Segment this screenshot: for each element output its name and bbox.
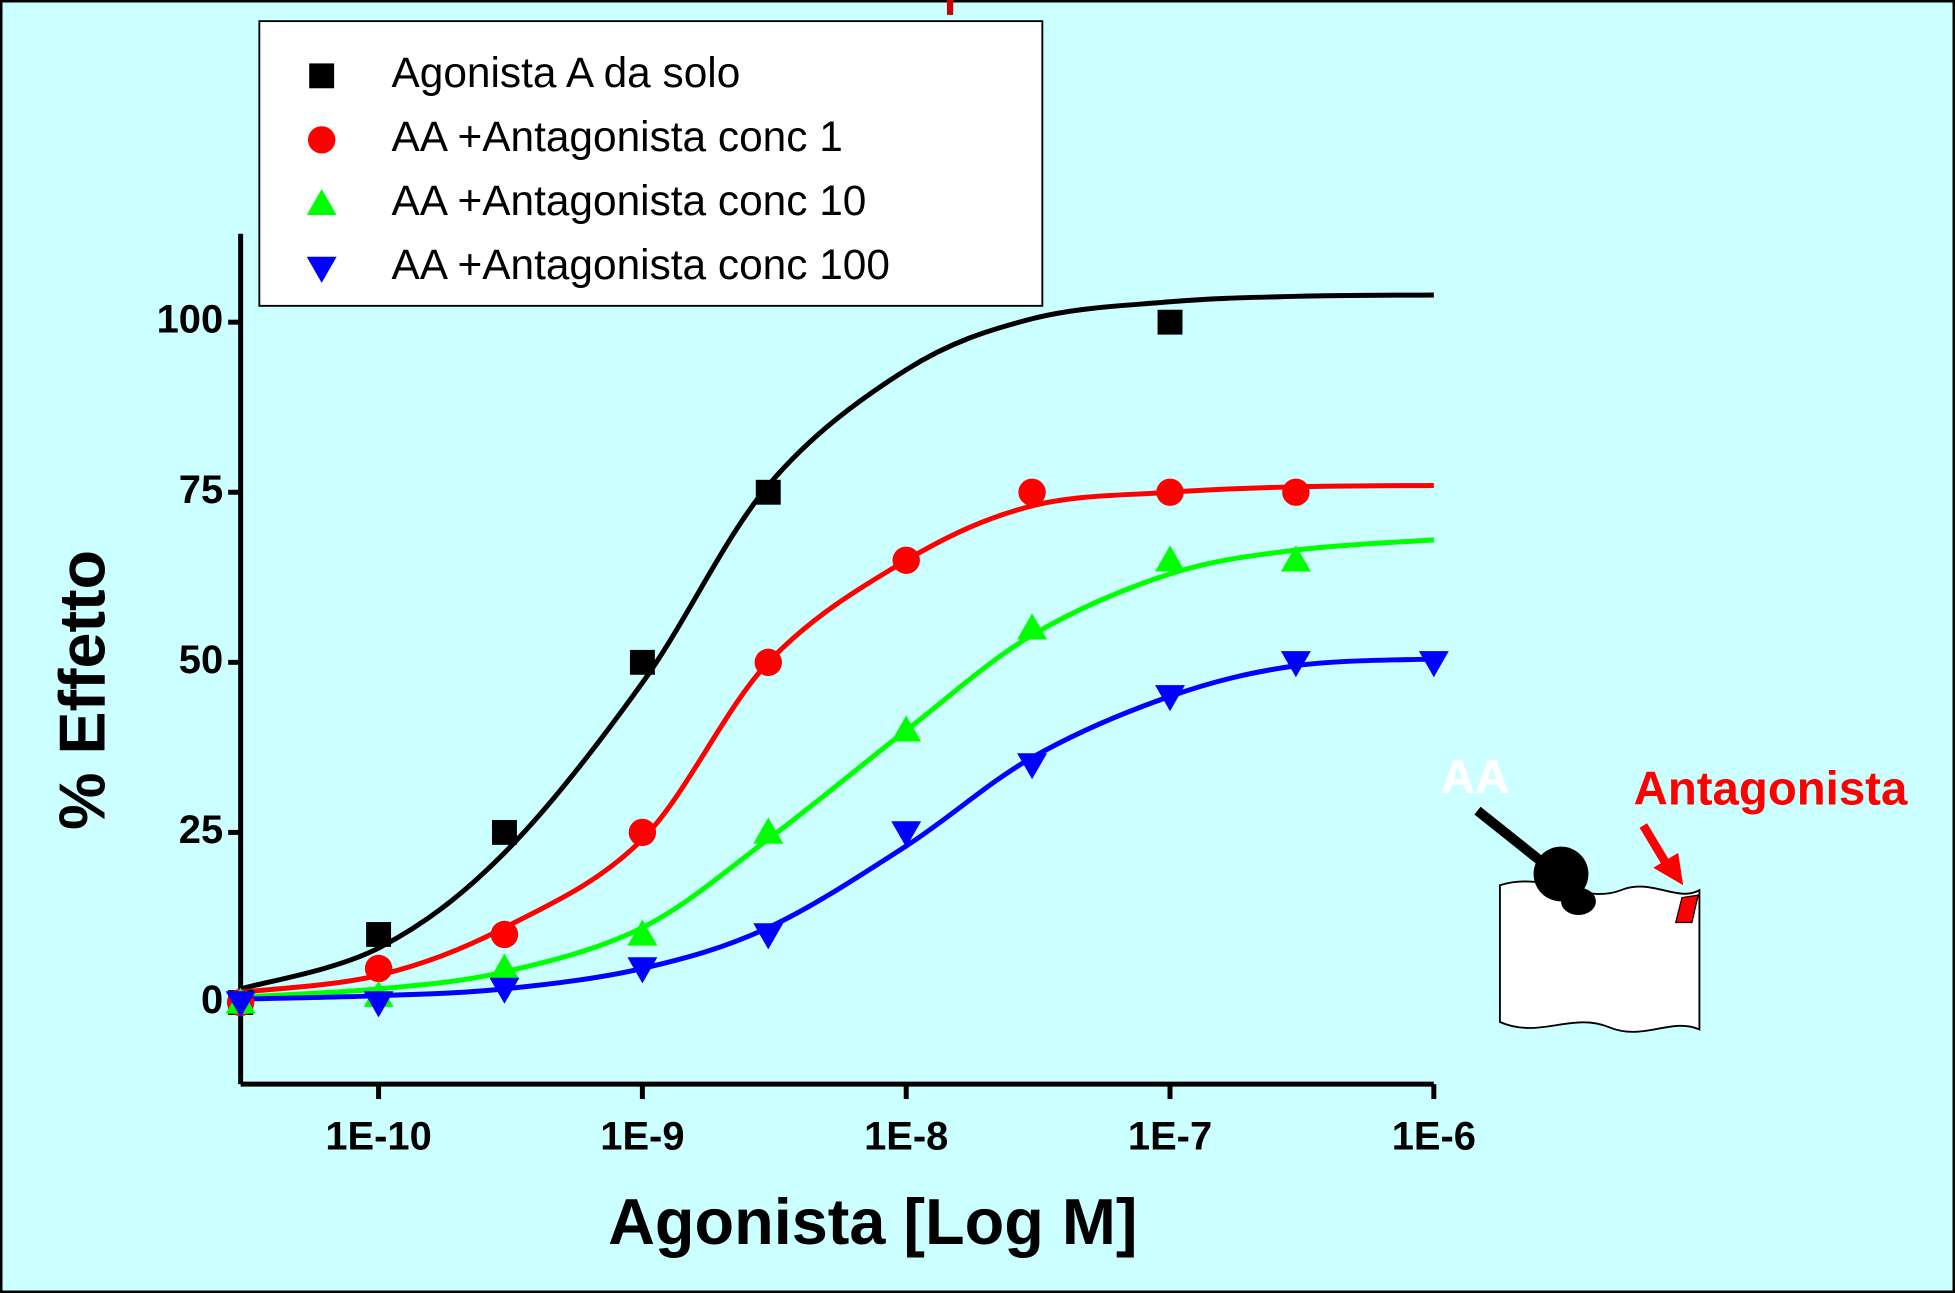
- y-axis-title: % Effetto: [45, 550, 118, 830]
- marker: [756, 480, 781, 505]
- marker: [366, 922, 391, 947]
- cell: [1500, 881, 1699, 1031]
- marker: [1156, 479, 1183, 506]
- x-tick-label: 1E-9: [600, 1114, 684, 1158]
- x-tick-label: 1E-7: [1128, 1114, 1212, 1158]
- x-tick-label: 1E-8: [864, 1114, 948, 1158]
- legend-label: Agonista A da solo: [391, 49, 740, 96]
- x-tick-label: 1E-10: [325, 1114, 431, 1158]
- legend-label: AA +Antagonista conc 1: [391, 113, 842, 160]
- y-tick-label: 75: [179, 468, 223, 512]
- marker: [755, 649, 782, 676]
- marker: [309, 63, 334, 88]
- marker: [365, 955, 392, 982]
- y-tick-label: 100: [157, 298, 224, 342]
- annotation: AA: [1441, 751, 1509, 804]
- y-tick-label: 25: [179, 808, 223, 852]
- marker: [491, 921, 518, 948]
- marker: [492, 820, 517, 845]
- receptor-site: [1561, 888, 1596, 915]
- annotation: Antagonista: [1634, 763, 1908, 816]
- marker: [1282, 479, 1309, 506]
- marker: [1158, 310, 1183, 335]
- marker: [630, 650, 655, 675]
- x-axis-title: Agonista [Log M]: [608, 1185, 1137, 1258]
- legend-label: AA +Antagonista conc 100: [391, 241, 889, 288]
- chart: Agonista [Log M] % Effetto AA Antagonist…: [0, 0, 1955, 1293]
- page: Agonista [Log M] % Effetto AA Antagonist…: [0, 0, 1955, 1293]
- y-tick-label: 50: [179, 638, 223, 682]
- y-tick-label: 0: [201, 978, 223, 1022]
- legend-label: AA +Antagonista conc 10: [391, 177, 866, 224]
- marker: [308, 126, 335, 153]
- marker: [1018, 479, 1045, 506]
- marker: [629, 819, 656, 846]
- x-tick-label: 1E-6: [1392, 1114, 1476, 1158]
- marker: [892, 547, 919, 574]
